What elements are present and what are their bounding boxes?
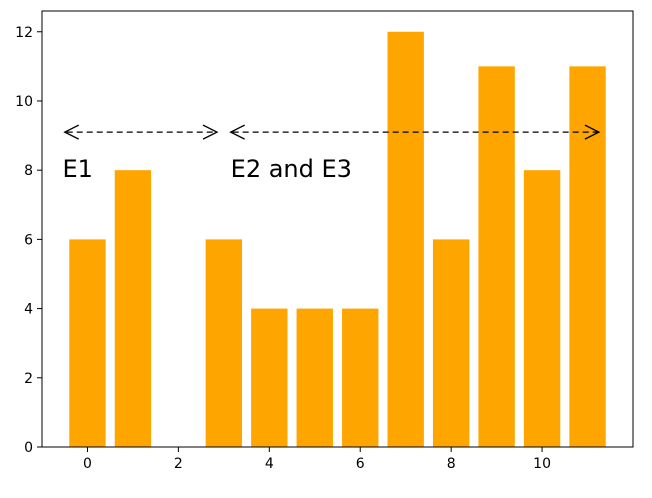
- annotation-2: E2 and E3: [231, 155, 352, 183]
- bar-7: [387, 31, 424, 448]
- x-tick-label-8: 8: [447, 456, 456, 472]
- bar-5: [296, 308, 333, 447]
- bars-group: [69, 31, 606, 448]
- y-tick-label-8: 8: [24, 163, 33, 179]
- bar-0: [69, 239, 106, 447]
- y-tick-label-0: 0: [24, 440, 33, 456]
- bar-11: [569, 66, 606, 447]
- bar-3: [205, 239, 243, 447]
- bar-8: [432, 239, 470, 447]
- x-tick-label-0: 0: [83, 456, 92, 472]
- arrows-group: [63, 124, 601, 140]
- y-tick-label-4: 4: [24, 302, 33, 318]
- y-tick-label-2: 2: [24, 371, 33, 387]
- bar-1: [114, 170, 152, 447]
- bar-10: [523, 170, 561, 447]
- arrow-1-head-left: [63, 124, 80, 140]
- arrow-2-head-right: [584, 124, 601, 140]
- arrow-1-head-right: [202, 124, 219, 140]
- y-tick-label-10: 10: [15, 94, 33, 110]
- bar-6: [342, 308, 379, 447]
- x-tick-label-6: 6: [356, 456, 365, 472]
- x-tick-label-4: 4: [265, 456, 274, 472]
- annotations-group: E1 E2 and E3: [62, 155, 351, 183]
- x-axis: 0 2 4 6 8 10: [83, 447, 551, 472]
- plot-area-frame: [41, 10, 634, 448]
- bar-9: [478, 66, 515, 447]
- bar-4: [251, 308, 288, 447]
- arrow-2-head-left: [229, 124, 245, 140]
- y-axis: 0 2 4 6 8 10 12: [15, 25, 42, 456]
- annotation-1: E1: [62, 155, 92, 183]
- y-tick-label-6: 6: [24, 232, 33, 248]
- x-tick-label-10: 10: [533, 456, 551, 472]
- y-tick-label-12: 12: [15, 25, 33, 41]
- x-tick-label-2: 2: [174, 456, 183, 472]
